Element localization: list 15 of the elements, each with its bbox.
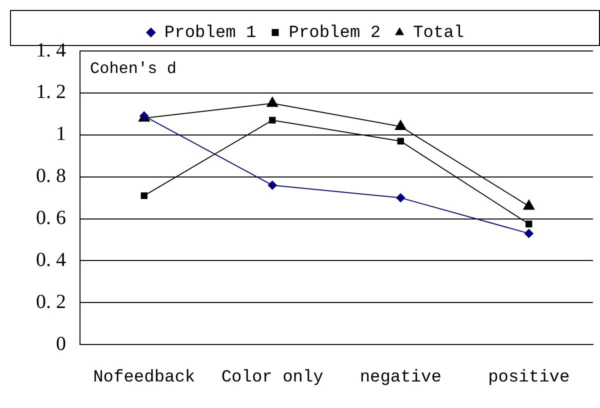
y-tick-label: 0. 4 <box>36 248 66 271</box>
y-tick-label: 1 <box>56 123 66 146</box>
x-tick-label: Nofeedback <box>93 368 196 388</box>
y-tick-label: 0. 8 <box>36 165 66 188</box>
x-tick-label: positive <box>488 368 570 388</box>
legend-label: Problem 2 <box>288 24 381 43</box>
y-tick-label: 0. 6 <box>36 207 66 230</box>
legend-label: Total <box>413 24 464 43</box>
x-tick-label: negative <box>360 368 442 388</box>
y-tick-label: 1. 2 <box>36 81 66 104</box>
x-tick-label: Color only <box>221 368 324 388</box>
y-axis-title: Cohen's d <box>90 60 176 78</box>
y-tick-label: 0. 2 <box>36 290 66 313</box>
y-tick-label: 0 <box>56 332 66 355</box>
legend-label: Problem 1 <box>164 24 256 43</box>
